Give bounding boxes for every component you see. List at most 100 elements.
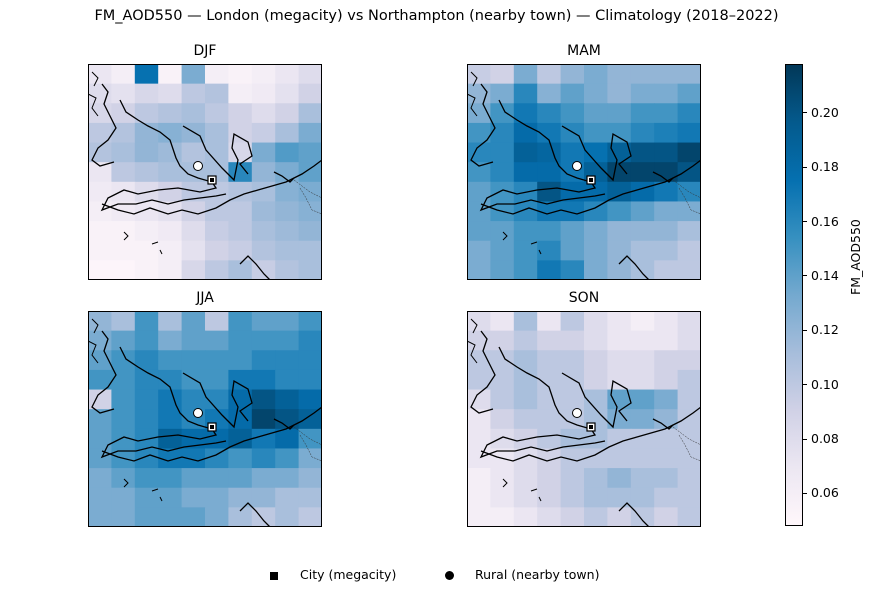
heatmap-cell [654,468,679,489]
heatmap-cell [607,487,632,508]
heatmap-cell [490,428,515,450]
heatmap-cell [158,103,183,124]
heatmap-cell [677,201,701,222]
heatmap-cell [158,240,183,261]
heatmap-cell [251,142,276,163]
heatmap-cell [205,201,229,222]
heatmap-cell [490,487,515,508]
heatmap-cell [205,428,229,450]
colorbar-tick-line [803,166,807,168]
coastline [561,372,632,429]
heatmap-cell [134,221,159,242]
heatmap-cell [298,487,322,508]
heatmap-cell [275,409,300,430]
heatmap-cell [513,64,538,85]
heatmap-cell [630,409,655,430]
heatmap-cell [251,83,276,104]
heatmap-cell [560,181,585,203]
heatmap-cell [630,142,655,163]
heatmap-cell [654,448,679,469]
heatmap-cell [158,389,183,410]
heatmap-cell [630,162,655,183]
heatmap-cell [654,142,679,163]
heatmap-cell [467,64,491,85]
heatmap-cell [158,83,183,104]
heatmap-cell [560,330,585,351]
heatmap-cell [630,311,655,332]
panel-frame [88,64,322,280]
heatmap-cell [490,330,515,351]
heatmap-cell [251,428,276,450]
heatmap-cell [607,201,632,222]
heatmap-cell [677,330,701,351]
heatmap-cell [630,122,655,144]
heatmap-cell [298,142,322,163]
heatmap-cell [275,389,300,410]
heatmap-cell [298,83,322,104]
heatmap-cell [158,330,183,351]
heatmap-cell [537,487,562,508]
heatmap-cell [537,350,562,371]
heatmap-cell [205,83,229,104]
coastline [479,346,606,459]
panel-title-son: SON [568,290,600,306]
heatmap-cell [298,507,322,527]
heatmap-cell [205,181,229,203]
heatmap-cell [134,64,159,85]
heatmap-cell [560,103,585,124]
island-outline [538,249,542,255]
heatmap-cell [88,468,112,489]
heatmap-cell [654,330,679,351]
heatmap-cell [205,389,229,410]
heatmap-cell [275,487,300,508]
heatmap-cell [134,409,159,430]
heatmap-cell [537,260,562,280]
island-outline [502,231,508,241]
heatmap-cell [111,487,136,508]
heatmap-cell [88,122,112,144]
heatmap-cell [467,122,491,144]
heatmap-cell [654,162,679,183]
heatmap-cell [275,330,300,351]
heatmap-cell [630,221,655,242]
heatmap-cell [677,311,701,332]
panel-title-jja: JJA [196,290,214,306]
heatmap-cell [111,260,136,280]
heatmap-cell [490,468,515,489]
heatmap-svg [88,311,322,527]
heatmap-cell [228,103,253,124]
heatmap-cell [490,122,515,144]
heatmap-cell [205,221,229,242]
heatmap-cell [158,350,183,371]
heatmap-cell [158,260,183,280]
heatmap-cell [181,201,206,222]
coastline [470,330,496,414]
heatmap-cell [537,330,562,351]
heatmap-cell [181,350,206,371]
heatmap-cell [181,389,206,410]
heatmap-cell [560,201,585,222]
heatmap-cell [490,311,515,332]
heatmap-cell [111,389,136,410]
heatmap-cell [513,487,538,508]
heatmap-cell [275,83,300,104]
country-border [293,179,322,199]
heatmap-cell [560,311,585,332]
heatmap-cell [275,221,300,242]
heatmap-cell [228,142,253,163]
heatmap-cell [111,221,136,242]
heatmap-cell [181,468,206,489]
heatmap-cell [134,260,159,280]
heatmap-cell [490,369,515,391]
heatmap-cell [111,409,136,430]
heatmap-cell [513,260,538,280]
heatmap-cell [251,240,276,261]
heatmap-cell [251,330,276,351]
heatmap-cell [467,468,491,489]
heatmap-cell [677,428,701,450]
heatmap-cell [158,311,183,332]
island-outline [159,496,163,502]
heatmap-cell [158,142,183,163]
heatmap-cell [111,64,136,85]
heatmap-cell [228,468,253,489]
